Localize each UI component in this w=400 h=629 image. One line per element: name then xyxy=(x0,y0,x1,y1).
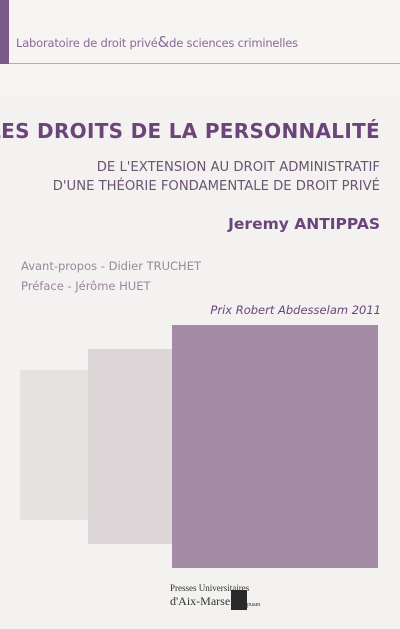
series-part1: Laboratoire de droit privé xyxy=(16,36,158,50)
preface-credit: Préface - Jérôme HUET xyxy=(21,279,151,293)
foreword-credit: Avant-propos - Didier TRUCHET xyxy=(21,259,201,273)
series-ampersand: & xyxy=(157,33,170,51)
subtitle-line-2: D'UNE THÉORIE FONDAMENTALE DE DROIT PRIV… xyxy=(52,179,380,194)
series-divider xyxy=(9,63,400,64)
publisher-logo: Presses Universitaires d'Aix-Marseille xyxy=(170,583,249,608)
publisher-line-2: d'Aix-Marseille xyxy=(170,594,246,608)
header-band xyxy=(0,0,400,95)
accent-bar xyxy=(0,0,9,64)
decorative-square-mid xyxy=(88,349,172,544)
series-part2: de sciences criminelles xyxy=(169,36,298,50)
publisher-mark-icon xyxy=(231,590,247,610)
decorative-square-light xyxy=(20,370,88,520)
prize-label: Prix Robert Abdesselam 2011 xyxy=(210,303,381,317)
book-subtitle: DE L'EXTENSION AU DROIT ADMINISTRATIF D'… xyxy=(53,158,380,196)
subtitle-line-1: DE L'EXTENSION AU DROIT ADMINISTRATIF xyxy=(96,160,380,175)
author-name: Jeremy ANTIPPAS xyxy=(228,215,380,233)
series-label: Laboratoire de droit privé&de sciences c… xyxy=(16,33,298,51)
publisher-line-1: Presses Universitaires xyxy=(170,583,250,593)
publisher-mark-text: puam xyxy=(247,602,261,608)
book-title: LES DROITS DE LA PERSONNALITÉ xyxy=(0,119,380,143)
decorative-square-dark xyxy=(172,325,378,568)
credits: Avant-propos - Didier TRUCHET Préface - … xyxy=(21,256,201,296)
